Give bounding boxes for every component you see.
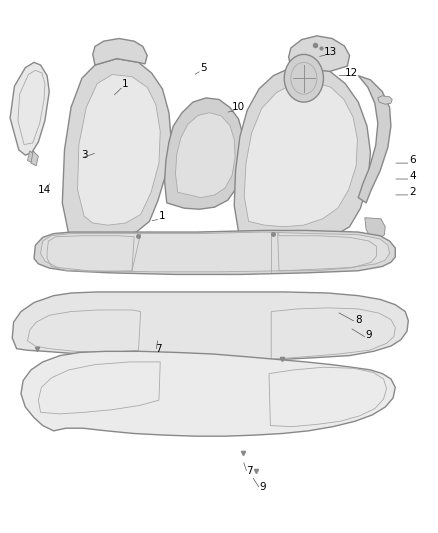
Circle shape	[284, 54, 323, 102]
Text: 3: 3	[81, 150, 88, 160]
Text: 12: 12	[345, 68, 358, 78]
Text: 7: 7	[246, 466, 253, 475]
Polygon shape	[31, 151, 39, 166]
Text: 1: 1	[159, 211, 166, 221]
Polygon shape	[10, 62, 49, 155]
Polygon shape	[176, 113, 235, 198]
Polygon shape	[62, 59, 171, 237]
Text: 1: 1	[122, 78, 129, 88]
Polygon shape	[34, 230, 395, 274]
Polygon shape	[234, 66, 371, 240]
Text: 7: 7	[155, 344, 161, 354]
Polygon shape	[314, 240, 334, 262]
Polygon shape	[378, 96, 392, 104]
Polygon shape	[358, 76, 391, 203]
Polygon shape	[149, 232, 172, 255]
Polygon shape	[41, 232, 390, 272]
Polygon shape	[289, 36, 350, 71]
Text: 9: 9	[259, 481, 266, 491]
Text: 2: 2	[410, 187, 416, 197]
Polygon shape	[12, 292, 408, 361]
Polygon shape	[21, 351, 395, 436]
Text: 5: 5	[201, 63, 207, 72]
Text: 14: 14	[38, 184, 52, 195]
Text: 10: 10	[232, 102, 245, 112]
Polygon shape	[73, 235, 95, 259]
Polygon shape	[365, 217, 385, 239]
Text: 13: 13	[323, 47, 337, 56]
Polygon shape	[78, 75, 160, 225]
Text: 9: 9	[366, 330, 372, 341]
Text: 8: 8	[355, 314, 362, 325]
Text: 6: 6	[410, 156, 416, 165]
Polygon shape	[28, 151, 35, 163]
Polygon shape	[93, 38, 147, 65]
Polygon shape	[244, 82, 357, 227]
Polygon shape	[165, 98, 244, 209]
Text: 4: 4	[410, 172, 416, 181]
